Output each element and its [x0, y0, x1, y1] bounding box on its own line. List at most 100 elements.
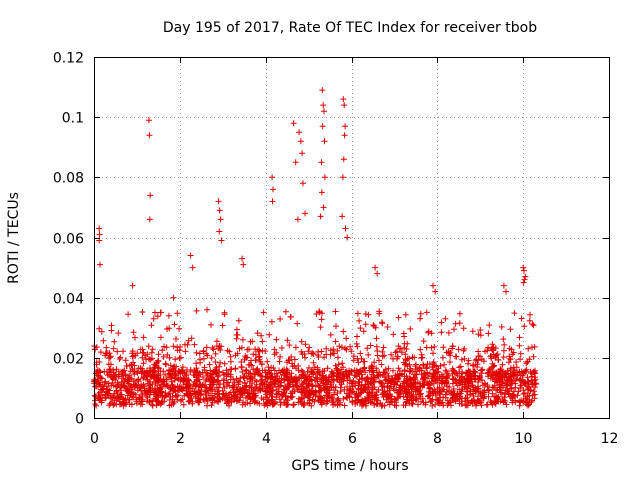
data-point	[481, 387, 488, 394]
data-point	[340, 328, 347, 335]
data-point	[234, 331, 241, 338]
data-point	[444, 383, 451, 390]
data-point	[484, 401, 491, 408]
data-point	[221, 360, 228, 367]
data-point	[458, 381, 465, 388]
data-point	[103, 368, 110, 375]
data-point	[386, 376, 393, 382]
data-point	[348, 368, 355, 374]
data-point	[229, 384, 236, 391]
data-point	[139, 365, 146, 372]
data-point	[206, 361, 213, 368]
y-axis-label: ROTI / TECUs	[6, 192, 22, 284]
data-point	[302, 210, 309, 217]
chart-title: Day 195 of 2017, Rate Of TEC Index for r…	[163, 20, 537, 36]
data-point	[428, 375, 435, 382]
data-point	[430, 390, 437, 397]
data-point	[256, 356, 263, 363]
y-tick-label: 0.08	[53, 171, 84, 187]
data-point	[145, 343, 152, 350]
data-point	[472, 384, 479, 391]
data-point	[349, 383, 356, 390]
data-point	[234, 350, 241, 357]
data-point	[297, 138, 304, 145]
data-point	[374, 270, 381, 277]
data-point	[462, 378, 469, 385]
data-point	[477, 353, 483, 360]
data-point	[467, 399, 474, 406]
data-point	[321, 138, 328, 145]
data-point	[210, 346, 217, 353]
data-point	[208, 321, 214, 328]
data-point	[383, 377, 389, 384]
data-point	[486, 366, 493, 372]
data-point	[371, 359, 378, 366]
data-point	[445, 400, 452, 407]
data-point	[221, 311, 228, 318]
data-point	[173, 372, 179, 379]
data-point	[372, 324, 379, 331]
data-point	[512, 384, 519, 391]
data-point	[200, 355, 207, 362]
data-point	[103, 386, 110, 393]
data-point	[250, 366, 257, 373]
data-point	[103, 350, 110, 357]
data-point	[260, 396, 267, 403]
data-point	[334, 397, 341, 403]
data-point	[344, 234, 351, 241]
data-point	[529, 397, 536, 404]
data-point	[145, 117, 152, 124]
data-point	[417, 315, 424, 322]
data-point	[252, 351, 259, 358]
data-point	[348, 348, 355, 355]
data-point	[471, 396, 478, 403]
data-point	[262, 400, 269, 407]
data-point	[291, 376, 298, 383]
data-point	[139, 309, 146, 315]
data-point	[217, 381, 223, 388]
data-point	[511, 310, 518, 317]
data-point	[434, 397, 441, 404]
data-point	[378, 319, 385, 326]
data-point	[173, 393, 180, 400]
data-point	[489, 368, 496, 375]
data-point	[200, 347, 207, 354]
y-tick-label: 0.06	[53, 232, 84, 248]
data-point	[104, 372, 111, 379]
data-point	[442, 315, 449, 322]
data-point	[244, 346, 251, 353]
data-point	[334, 354, 341, 361]
data-point	[144, 373, 151, 380]
data-point	[268, 318, 275, 325]
data-point	[407, 375, 413, 382]
data-point	[374, 372, 381, 379]
data-point	[358, 383, 365, 389]
data-point	[378, 403, 385, 409]
data-point	[140, 360, 147, 367]
data-point	[352, 394, 359, 401]
data-point	[403, 346, 410, 352]
data-point	[162, 360, 169, 367]
data-point	[116, 393, 123, 400]
data-point	[173, 336, 179, 342]
data-point	[159, 347, 166, 354]
data-point	[332, 362, 339, 369]
data-point	[239, 401, 246, 408]
data-point	[476, 372, 483, 379]
data-point	[478, 402, 485, 409]
data-point	[357, 367, 364, 374]
data-point	[266, 389, 273, 396]
data-point	[505, 359, 512, 366]
data-point	[108, 322, 115, 329]
data-point	[269, 174, 276, 181]
data-point	[335, 361, 342, 368]
data-point	[418, 371, 425, 378]
data-point	[520, 387, 527, 394]
data-point	[507, 367, 514, 373]
data-point	[276, 396, 283, 403]
data-point	[333, 323, 339, 330]
data-point	[230, 389, 237, 396]
data-point	[272, 376, 279, 383]
data-point	[400, 378, 407, 385]
data-point	[379, 348, 386, 355]
